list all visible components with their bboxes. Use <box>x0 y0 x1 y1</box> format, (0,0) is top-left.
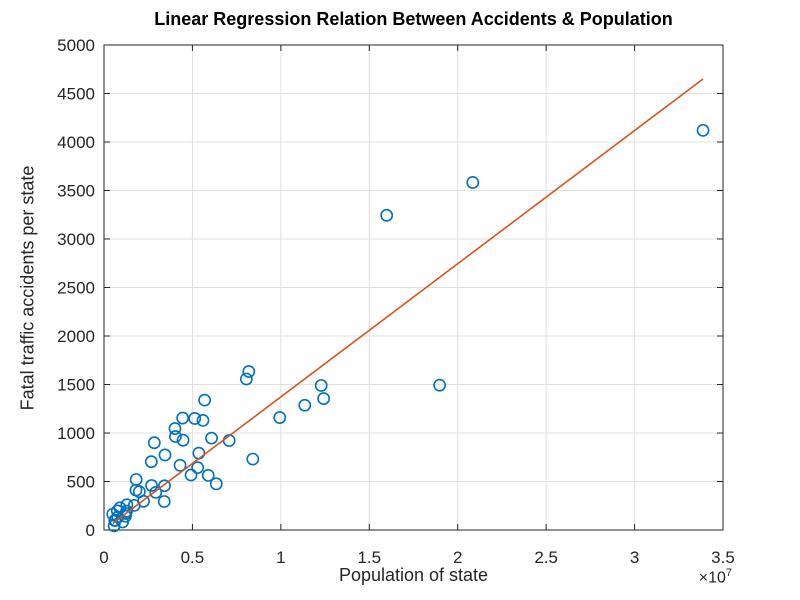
scatter-point <box>380 208 394 222</box>
scatter-point <box>120 498 134 512</box>
regression-line <box>112 78 704 525</box>
scatter-point <box>196 413 210 427</box>
scatter-point <box>209 477 223 491</box>
y-tick-label: 4500 <box>57 85 95 104</box>
scatter-point <box>108 514 122 527</box>
scatter-point <box>696 123 710 137</box>
scatter-point <box>314 379 328 392</box>
y-tick-label: 2000 <box>57 327 95 346</box>
y-tick-label: 0 <box>86 521 95 540</box>
scatter-point <box>239 372 253 386</box>
scatter-point <box>184 468 198 482</box>
scatter-point <box>157 495 171 508</box>
scatter-point <box>246 452 260 466</box>
scatter-point <box>169 430 182 443</box>
x-axis-multiplier: ×107 <box>620 567 732 587</box>
scatter-point <box>466 176 480 189</box>
scatter-point <box>129 473 143 486</box>
scatter-point <box>192 446 206 460</box>
chart-title: Linear Regression Relation Between Accid… <box>154 9 673 29</box>
scatter-point <box>149 485 163 499</box>
scatter-point <box>317 392 331 405</box>
scatter-point <box>205 431 218 445</box>
x-tick-label: 3 <box>630 548 639 567</box>
scatter-point <box>176 411 190 425</box>
scatter-point <box>119 507 133 520</box>
y-tick-label: 2500 <box>57 279 95 298</box>
x-tick-label: 1.5 <box>357 548 381 567</box>
multiplier-exponent: 7 <box>725 567 732 579</box>
x-tick-label: 0 <box>99 548 108 567</box>
scatter-point <box>242 365 256 378</box>
y-tick-label: 4000 <box>57 133 95 152</box>
scatter-point <box>158 448 172 462</box>
x-tick-label: 1 <box>276 548 285 567</box>
y-tick-label: 5000 <box>57 36 95 55</box>
y-axis-label: Fatal traffic accidents per state <box>17 165 38 411</box>
y-tick-label: 1000 <box>57 424 95 443</box>
x-tick-label: 2.5 <box>534 548 558 567</box>
x-tick-label: 3.5 <box>711 548 735 567</box>
y-tick-label: 3000 <box>57 230 95 249</box>
x-tick-label: 2 <box>453 548 462 567</box>
scatter-point <box>173 458 187 472</box>
y-tick-label: 1500 <box>57 376 95 395</box>
scatter-point <box>273 411 287 424</box>
x-axis-label: Population of state <box>338 565 489 585</box>
scatter-point <box>198 393 212 407</box>
y-tick-label: 3500 <box>57 182 95 201</box>
scatter-point <box>201 468 215 482</box>
scatter-point <box>145 479 158 492</box>
scatter-point <box>298 398 312 412</box>
scatter-point <box>176 433 190 447</box>
scatter-point <box>433 378 447 392</box>
scatter-point <box>137 494 150 508</box>
scatter-point <box>144 455 158 469</box>
scatter-point <box>147 436 161 450</box>
scatter-point <box>168 422 182 435</box>
scatter-point <box>191 461 205 475</box>
scatter-point <box>129 483 143 497</box>
scatter-point <box>158 479 171 493</box>
scatter-point <box>188 412 202 425</box>
x-tick-label: 0.5 <box>181 548 205 567</box>
scatter-point <box>106 507 120 521</box>
y-tick-label: 500 <box>67 473 95 492</box>
multiplier-base: ×10 <box>698 569 726 587</box>
